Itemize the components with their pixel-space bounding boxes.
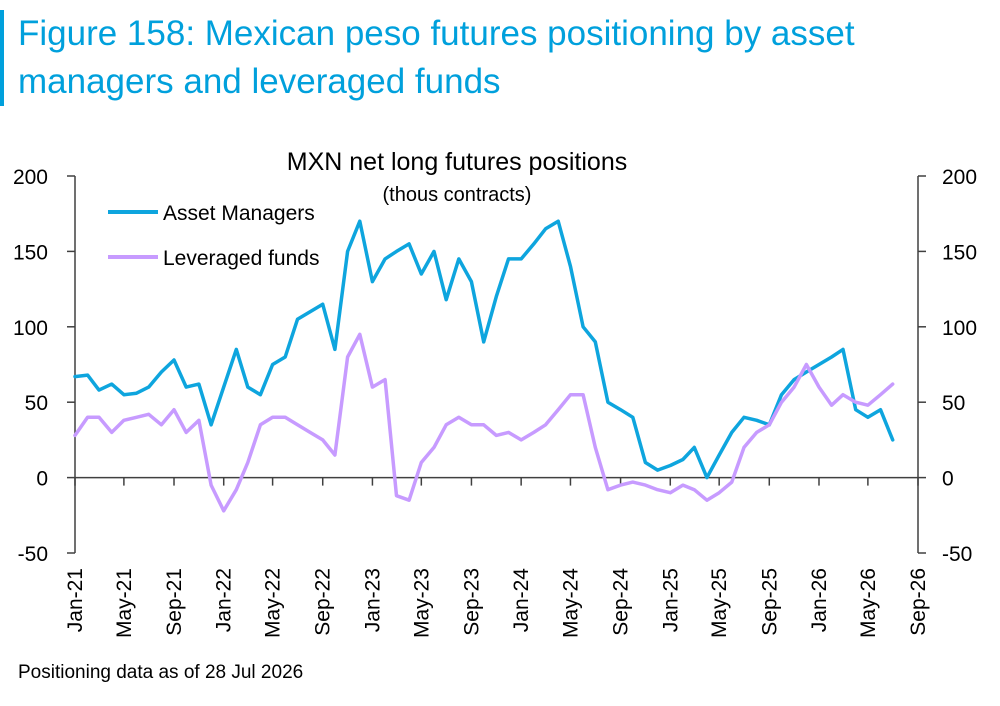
x-tick-label: Jan-21 (64, 568, 87, 632)
chart-title: MXN net long futures positions (287, 148, 627, 176)
y-tick-label-left: -50 (18, 543, 48, 566)
legend-label-asset-managers: Asset Managers (163, 202, 315, 225)
x-tick-label: Jan-26 (808, 568, 831, 632)
x-tick-label: May-25 (708, 568, 731, 638)
y-tick-label-right: 150 (942, 241, 977, 264)
x-tick-label: May-26 (857, 568, 880, 638)
figure-title: Figure 158: Mexican peso futures positio… (18, 14, 855, 101)
series-line-asset-managers (73, 219, 895, 480)
y-tick-label-left: 200 (13, 166, 48, 189)
y-tick-label-left: 0 (36, 468, 48, 491)
chart-subtitle: (thous contracts) (383, 184, 532, 206)
series-line-leveraged-funds (73, 332, 895, 513)
y-tick-label-left: 150 (13, 241, 48, 264)
x-tick-label: Jan-24 (510, 568, 533, 633)
y-tick-label-right: 0 (942, 468, 954, 491)
y-tick-label-left: 100 (13, 317, 48, 340)
y-tick-label-right: -50 (942, 543, 972, 566)
x-tick-label: Sep-25 (758, 568, 781, 636)
y-tick-label-left: 50 (25, 392, 48, 415)
x-tick-label: Jan-23 (361, 568, 384, 632)
x-tick-label: May-24 (559, 568, 582, 638)
x-tick-label: Sep-21 (163, 568, 186, 636)
footnote: Positioning data as of 28 Jul 2026 (18, 662, 304, 683)
x-tick-label: Sep-22 (312, 568, 335, 636)
legend-label-leveraged-funds: Leveraged funds (163, 247, 319, 270)
x-tick-label: Sep-26 (907, 568, 930, 636)
figure-header: Figure 158: Mexican peso futures positio… (0, 10, 990, 106)
y-tick-label-right: 50 (942, 392, 965, 415)
y-tick-label-right: 100 (942, 317, 977, 340)
chart-axes: -50 0 50 100 150 200 -50 0 50 100 150 200 Jan-21 May-… (13, 166, 977, 638)
legend: Asset Managers Leveraged funds (108, 202, 319, 270)
x-tick-label: May-22 (262, 568, 285, 638)
x-tick-label: May-23 (410, 568, 433, 638)
x-tick-label: Jan-22 (213, 568, 236, 632)
y-tick-label-right: 200 (942, 166, 977, 189)
x-tick-label: May-21 (113, 568, 136, 638)
x-tick-label: Sep-24 (610, 568, 633, 636)
x-tick-label: Jan-25 (659, 568, 682, 632)
x-tick-label: Sep-23 (460, 568, 483, 636)
chart-lines (73, 219, 895, 513)
